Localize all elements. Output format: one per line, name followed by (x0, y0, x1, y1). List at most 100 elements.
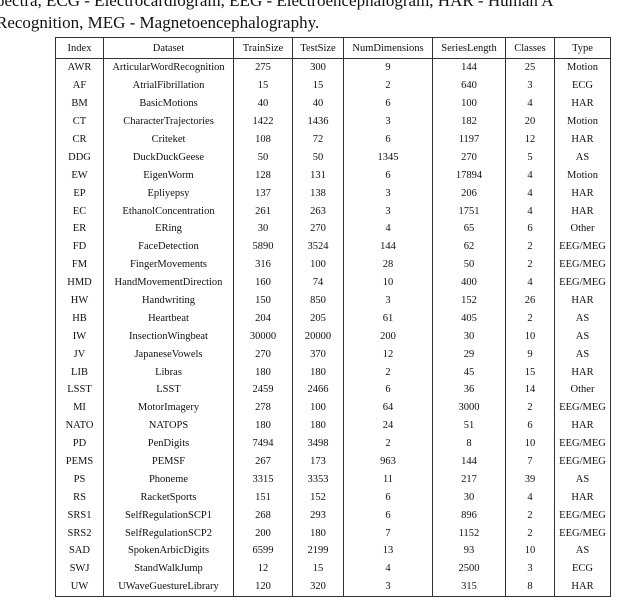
table-cell: 20 (505, 112, 555, 131)
header-cell: Classes (505, 37, 555, 59)
table-row: PS Phoneme 3315 3353 11 217 39 AS (55, 470, 611, 489)
table-cell: 50 (233, 148, 293, 167)
table-row: RS RacketSports 151 152 6 30 4 HAR (55, 488, 611, 507)
table-cell: 17894 (432, 166, 506, 185)
table-cell: NATO (55, 416, 104, 435)
table-cell: 39 (505, 470, 555, 489)
table-cell: 72 (292, 130, 344, 149)
table-cell: EEG/MEG (554, 524, 611, 543)
caption-line: pectra, ECG - Electrocardiogram, EEG - E… (0, 0, 554, 10)
table-cell: 100 (432, 94, 506, 113)
table-cell: 2 (343, 434, 433, 453)
table-cell: PD (55, 434, 104, 453)
table-cell: PEMSF (103, 452, 234, 471)
table-cell: 12 (505, 130, 555, 149)
table-row: DDG DuckDuckGeese 50 50 1345 270 5 AS (55, 148, 611, 167)
table-row: LSST LSST 2459 2466 6 36 14 Other (55, 381, 611, 399)
table-cell: 8 (432, 434, 506, 453)
header-row: Index Dataset TrainSize TestSize NumDimensio… (55, 37, 611, 59)
table-cell: RS (55, 488, 104, 507)
header-cell: Index (55, 37, 104, 59)
table-row: BM BasicMotions 40 40 6 100 4 HAR (55, 94, 611, 113)
table-cell: CharacterTrajectories (103, 112, 234, 131)
table-cell: 45 (432, 363, 506, 382)
table-cell: AS (554, 148, 611, 167)
table-cell: 2 (505, 524, 555, 543)
table-cell: Epliyepsy (103, 184, 234, 203)
table-cell: 4 (343, 220, 433, 238)
table-cell: 50 (292, 148, 344, 167)
table-cell: 36 (432, 381, 506, 399)
table-row: IW InsectionWingbeat 30000 20000 200 30 10 AS (55, 327, 611, 346)
table-cell: 1436 (292, 112, 344, 131)
table-cell: 9 (505, 345, 555, 364)
table-cell: Heartbeat (103, 309, 234, 328)
table-cell: 144 (432, 57, 506, 77)
table-cell: 2199 (292, 542, 344, 560)
table-cell: ECG (554, 76, 611, 95)
table-cell: SpokenArbicDigits (103, 542, 234, 560)
table-cell: EW (55, 166, 104, 185)
table-cell: EEG/MEG (554, 273, 611, 292)
table-cell: 320 (292, 577, 344, 597)
table-cell: 293 (292, 506, 344, 525)
table-cell: DuckDuckGeese (103, 148, 234, 167)
table-cell: 2 (505, 255, 555, 274)
table-cell: 28 (343, 255, 433, 274)
table-cell: 9 (343, 57, 433, 77)
table-cell: 30 (233, 220, 293, 238)
table-row: EW EigenWorm 128 131 6 17894 4 Motion (55, 166, 611, 185)
table-cell: UW (55, 577, 104, 597)
table-cell: 204 (233, 309, 293, 328)
table-body: AWR ArticularWordRecognition 275 300 9 144 25 M… (55, 57, 611, 597)
table-cell: 131 (292, 166, 344, 185)
table-cell: 4 (505, 488, 555, 507)
table-cell: 850 (292, 291, 344, 310)
table-cell: ERing (103, 220, 234, 238)
table-cell: AS (554, 309, 611, 328)
dataset-table: Index Dataset TrainSize TestSize NumDimensio… (55, 37, 611, 597)
table-cell: 400 (432, 273, 506, 292)
table-cell: EEG/MEG (554, 237, 611, 256)
table-cell: NATOPS (103, 416, 234, 435)
table-cell: 6 (343, 506, 433, 525)
table-cell: 405 (432, 309, 506, 328)
table-cell: 29 (432, 345, 506, 364)
table-cell: 180 (292, 416, 344, 435)
table-cell: 278 (233, 398, 293, 417)
table-cell: 3 (343, 112, 433, 131)
table-row: SRS1 SelfRegulationSCP1 268 293 6 896 2 EEG/MEG (55, 506, 611, 525)
table-cell: HAR (554, 291, 611, 310)
table-cell: 7 (343, 524, 433, 543)
table-cell: 4 (505, 184, 555, 203)
table-cell: FM (55, 255, 104, 274)
table-cell: LSST (55, 381, 104, 399)
table-cell: 206 (432, 184, 506, 203)
table-cell: 3353 (292, 470, 344, 489)
table-row: FM FingerMovements 316 100 28 50 2 EEG/MEG (55, 255, 611, 274)
table-cell: 12 (343, 345, 433, 364)
table-cell: 65 (432, 220, 506, 238)
table-cell: 151 (233, 488, 293, 507)
table-cell: 275 (233, 57, 293, 77)
table-cell: 8 (505, 577, 555, 597)
table-cell: 3 (343, 291, 433, 310)
table-cell: AF (55, 76, 104, 95)
table-cell: 270 (233, 345, 293, 364)
table-cell: 963 (343, 452, 433, 471)
table-cell: PenDigits (103, 434, 234, 453)
table-cell: DDG (55, 148, 104, 167)
table-cell: 120 (233, 577, 293, 597)
table-cell: HMD (55, 273, 104, 292)
table-cell: EP (55, 184, 104, 203)
table-cell: FD (55, 237, 104, 256)
table-cell: EC (55, 202, 104, 221)
table-row: HW Handwriting 150 850 3 152 26 HAR (55, 291, 611, 310)
table-cell: 12 (233, 559, 293, 578)
table-cell: 138 (292, 184, 344, 203)
table-cell: UWaveGuestureLibrary (103, 577, 234, 597)
table-cell: 6599 (233, 542, 293, 560)
table-cell: 2459 (233, 381, 293, 399)
table-cell: 3315 (233, 470, 293, 489)
table-cell: BM (55, 94, 104, 113)
